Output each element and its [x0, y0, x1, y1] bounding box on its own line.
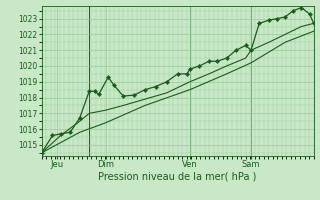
X-axis label: Pression niveau de la mer( hPa ): Pression niveau de la mer( hPa ) — [99, 172, 257, 182]
